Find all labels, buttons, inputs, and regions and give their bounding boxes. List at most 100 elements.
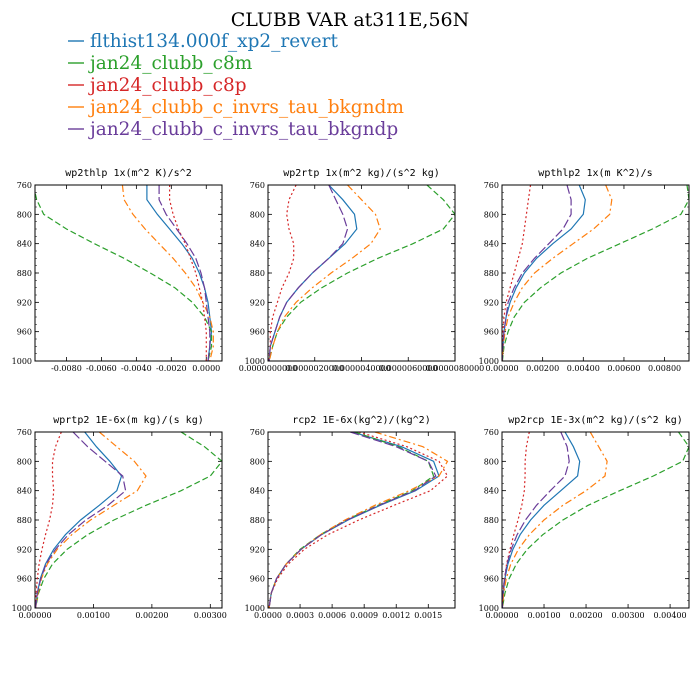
y-tick-label: 840	[484, 240, 499, 249]
x-tick-label: 0.00300	[612, 611, 645, 620]
x-tick-label: 0.0000020000	[285, 364, 344, 373]
y-tick-label: 960	[17, 328, 32, 337]
x-tick-label: 0.0012	[382, 611, 410, 620]
x-tick-label: -0.0060	[86, 364, 117, 373]
panel-title: wp2thlp 1x(m^2 K)/s^2	[65, 168, 191, 179]
x-tick-label: 0.0006	[318, 611, 346, 620]
chart-panel: wprtp2 1E-6x(m kg)/(s kg) 760 800 840 880 920…	[12, 415, 227, 620]
x-tick-label: 0.00000	[485, 611, 518, 620]
panel-title: wpthlp2 1x(m K^2)/s	[538, 168, 652, 179]
series-line	[35, 432, 62, 608]
y-tick-label: 880	[484, 269, 499, 278]
y-tick-label: 920	[484, 298, 499, 307]
y-tick-label: 1000	[479, 604, 499, 613]
y-tick-label: 800	[17, 457, 32, 466]
y-tick-label: 800	[17, 210, 32, 219]
y-tick-label: 920	[250, 298, 265, 307]
x-tick-label: 0.00400	[654, 611, 687, 620]
x-tick-label: 0.0000060000	[379, 364, 438, 373]
series-line	[121, 185, 214, 361]
series-line	[268, 185, 297, 361]
x-tick-label: 0.0015	[414, 611, 442, 620]
x-tick-label: 0.0000	[192, 364, 220, 373]
series-line	[268, 185, 455, 361]
y-tick-label: 960	[484, 328, 499, 337]
series-line	[268, 185, 381, 361]
x-tick-label: 0.00200	[526, 364, 559, 373]
series-line	[502, 432, 570, 608]
chart-panel: wp2thlp 1x(m^2 K)/s^2 760 800 840 880 920 960 1…	[12, 168, 223, 373]
y-tick-label: 760	[17, 428, 32, 437]
y-tick-label: 840	[250, 240, 265, 249]
y-tick-label: 800	[250, 457, 265, 466]
panel-title: wprtp2 1E-6x(m kg)/(s kg)	[53, 415, 204, 426]
y-tick-label: 1000	[12, 604, 32, 613]
plot-frame	[501, 184, 690, 362]
series-line	[268, 432, 449, 608]
x-tick-label: 0.00200	[569, 611, 602, 620]
x-tick-label: 0.0000080000	[426, 364, 485, 373]
y-tick-label: 960	[250, 328, 265, 337]
y-tick-label: 840	[484, 487, 499, 496]
plot-frame	[501, 431, 690, 609]
y-tick-label: 760	[17, 181, 32, 190]
series-line	[35, 432, 222, 608]
y-tick-label: 920	[484, 545, 499, 554]
x-tick-label: 0.00100	[77, 611, 110, 620]
x-tick-label: 0.00600	[607, 364, 640, 373]
plot-frame	[34, 431, 223, 609]
y-tick-label: 800	[250, 210, 265, 219]
series-line	[502, 432, 689, 608]
legend-entry: jan24_clubb_c8m	[88, 53, 253, 74]
series-line	[502, 185, 532, 361]
x-tick-label: -0.0040	[121, 364, 152, 373]
y-tick-label: 840	[250, 487, 265, 496]
series-line	[502, 185, 572, 361]
y-tick-label: 880	[250, 516, 265, 525]
y-tick-label: 1000	[479, 357, 499, 366]
y-tick-label: 840	[17, 240, 32, 249]
panel-title: rcp2 1E-6x(kg^2)/(kg^2)	[292, 415, 430, 426]
y-tick-label: 760	[484, 181, 499, 190]
y-tick-label: 760	[250, 428, 265, 437]
plot-frame	[267, 431, 456, 609]
y-tick-label: 800	[484, 457, 499, 466]
x-tick-label: 0.0000	[254, 611, 282, 620]
x-tick-label: 0.00800	[648, 364, 681, 373]
series-line	[268, 432, 437, 608]
x-tick-label: -0.0020	[156, 364, 187, 373]
y-tick-label: 960	[250, 575, 265, 584]
y-tick-label: 920	[17, 298, 32, 307]
y-tick-label: 760	[250, 181, 265, 190]
x-tick-label: 0.00000	[485, 364, 518, 373]
y-tick-label: 880	[250, 269, 265, 278]
series-line	[35, 189, 213, 361]
x-tick-label: 0.00100	[527, 611, 560, 620]
x-tick-label: 0.00300	[194, 611, 227, 620]
legend-entry: flthist134.000f_xp2_revert	[90, 31, 338, 52]
chart-panel: rcp2 1E-6x(kg^2)/(kg^2) 760 800 840 880 920 96…	[245, 415, 456, 620]
legend-entry: jan24_clubb_c_invrs_tau_bkgndp	[88, 119, 398, 140]
x-tick-label: 0.00200	[135, 611, 168, 620]
y-tick-label: 1000	[245, 604, 265, 613]
panel-grid: wp2thlp 1x(m^2 K)/s^2 760 800 840 880 920 960 1…	[12, 168, 690, 620]
x-tick-label: 0.00400	[567, 364, 600, 373]
y-tick-label: 760	[484, 428, 499, 437]
x-tick-label: 0.0009	[350, 611, 378, 620]
legend-entry: jan24_clubb_c_invrs_tau_bkgndm	[88, 97, 404, 118]
plot-frame	[267, 184, 456, 362]
panel-title: wp2rtp 1x(m^2 kg)/(s^2 kg)	[283, 168, 440, 179]
panel-title: wp2rcp 1E-3x(m^2 kg)/(s^2 kg)	[508, 415, 683, 426]
legend: flthist134.000f_xp2_revertjan24_clubb_c8…	[68, 31, 404, 140]
y-tick-label: 800	[484, 210, 499, 219]
x-tick-label: 0.0003	[286, 611, 314, 620]
y-tick-label: 920	[250, 545, 265, 554]
x-tick-label: 0.00000	[18, 611, 51, 620]
y-tick-label: 880	[17, 269, 32, 278]
figure-title: CLUBB VAR at311E,56N	[231, 9, 470, 31]
chart-panel: wp2rcp 1E-3x(m^2 kg)/(s^2 kg) 760 800 840 88…	[479, 415, 690, 620]
series-line	[502, 185, 613, 361]
y-tick-label: 1000	[245, 357, 265, 366]
x-tick-label: 0.0000040000	[332, 364, 391, 373]
